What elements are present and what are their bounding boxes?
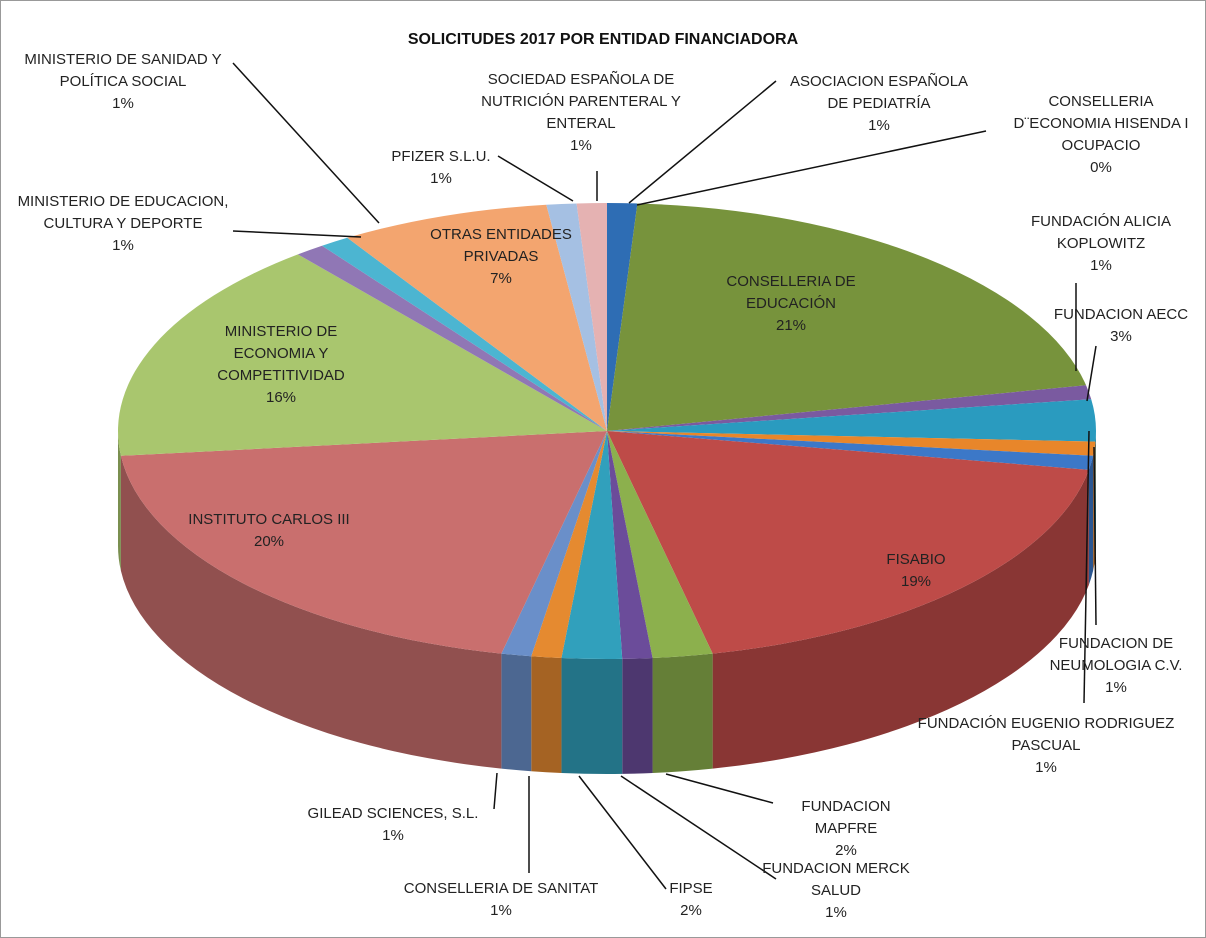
leader-line	[636, 130, 987, 206]
slice-label: FUNDACION MAPFRE	[801, 798, 891, 837]
slice	[120, 431, 608, 654]
slice	[607, 431, 1089, 654]
slice	[501, 431, 607, 657]
slice-side	[501, 653, 532, 772]
slice-side	[712, 469, 1089, 769]
slice-side	[652, 653, 713, 774]
leader-line	[497, 155, 574, 202]
slice	[561, 431, 623, 659]
leader-line	[1086, 345, 1097, 402]
slice-value-label: 2%	[835, 842, 857, 859]
slice-value-label: 2%	[680, 902, 702, 919]
slice-label: FUNDACIÓN EUGENIO RODRIGUEZ PASCUAL	[917, 715, 1175, 754]
slice-label: GILEAD SCIENCES, S.L.	[307, 805, 479, 822]
slice-value-label: 20%	[253, 533, 285, 550]
slice-side	[561, 658, 623, 774]
leader-line	[232, 62, 380, 224]
slice-label: FUNDACION AECC	[1053, 306, 1189, 323]
slice-label: CONSELLERIA D¨ECONOMIA HISENDA I OCUPACI…	[1013, 93, 1189, 154]
slice-value-label: 1%	[1035, 759, 1057, 776]
slice	[576, 203, 607, 431]
slice-side	[120, 455, 502, 769]
slice-label: FUNDACION DE NEUMOLOGIA C.V.	[1049, 635, 1183, 674]
slice-value-label: 1%	[570, 137, 592, 154]
slice-value-label: 1%	[825, 904, 847, 921]
leader-line	[493, 772, 498, 810]
slice	[607, 431, 1094, 470]
slice-label: FISABIO	[886, 551, 946, 568]
chart-title: SOLICITUDES 2017 POR ENTIDAD FINANCIADOR…	[407, 31, 799, 48]
slice-value-label: 1%	[490, 902, 512, 919]
slice-value-label: 1%	[112, 95, 134, 112]
slice-value-label: 1%	[382, 827, 404, 844]
slice-value-label: 7%	[490, 270, 512, 287]
slice-value-label: 1%	[430, 170, 452, 187]
leader-line	[578, 775, 667, 890]
leader-line	[232, 230, 362, 238]
slice	[607, 399, 1096, 442]
slice	[607, 431, 1096, 456]
slice	[546, 203, 607, 431]
slice-value-label: 1%	[112, 237, 134, 254]
slice-value-label: 19%	[900, 573, 932, 590]
slice-side	[531, 656, 562, 774]
slice-value-label: 3%	[1110, 328, 1132, 345]
slice-label: ASOCIACION ESPAÑOLA DE PEDIATRÍA	[789, 73, 969, 112]
slice	[607, 385, 1092, 431]
slice-value-label: 1%	[868, 117, 890, 134]
slice-value-label: 0%	[1090, 159, 1112, 176]
slice-value-label: 1%	[1105, 679, 1127, 696]
slice	[118, 254, 608, 456]
slice	[531, 431, 607, 659]
slice-value-label: 16%	[265, 389, 297, 406]
slice-label: FIPSE	[669, 880, 713, 897]
slice-label: CONSELLERIA DE SANITAT	[403, 880, 599, 897]
slice	[347, 204, 607, 431]
slice-label: INSTITUTO CARLOS III	[188, 511, 350, 528]
slice-label: FUNDACIÓN ALICIA KOPLOWITZ	[1030, 213, 1172, 252]
slice	[607, 203, 638, 431]
slice-side	[622, 658, 653, 774]
leader-line	[1083, 430, 1090, 704]
slice-side	[118, 431, 121, 571]
slice	[322, 237, 607, 431]
slice-label: MINISTERIO DE ECONOMIA Y COMPETITIVIDAD	[217, 323, 345, 384]
slice-value-label: 21%	[775, 317, 807, 334]
leader-line	[1093, 446, 1097, 626]
slice-value-label: 1%	[1090, 257, 1112, 274]
slice-label: MINISTERIO DE SANIDAD Y POLÍTICA SOCIAL	[24, 51, 222, 90]
slice	[607, 203, 1087, 431]
leader-line	[628, 80, 777, 204]
slice	[607, 431, 713, 659]
slice	[607, 431, 653, 659]
slice-label: FUNDACION MERCK SALUD	[762, 860, 910, 899]
leader-line	[620, 775, 777, 880]
slice-label: PFIZER S.L.U.	[391, 148, 491, 165]
leader-line	[665, 773, 774, 804]
slice	[297, 245, 607, 431]
slice-side	[1088, 455, 1094, 585]
slice-label: SOCIEDAD ESPAÑOLA DE NUTRICIÓN PARENTERA…	[481, 71, 681, 132]
slice-label: MINISTERIO DE EDUCACION, CULTURA Y DEPOR…	[17, 193, 229, 232]
slice-label: CONSELLERIA DE EDUCACIÓN	[726, 273, 856, 312]
slice-label: OTRAS ENTIDADES PRIVADAS	[430, 226, 572, 265]
